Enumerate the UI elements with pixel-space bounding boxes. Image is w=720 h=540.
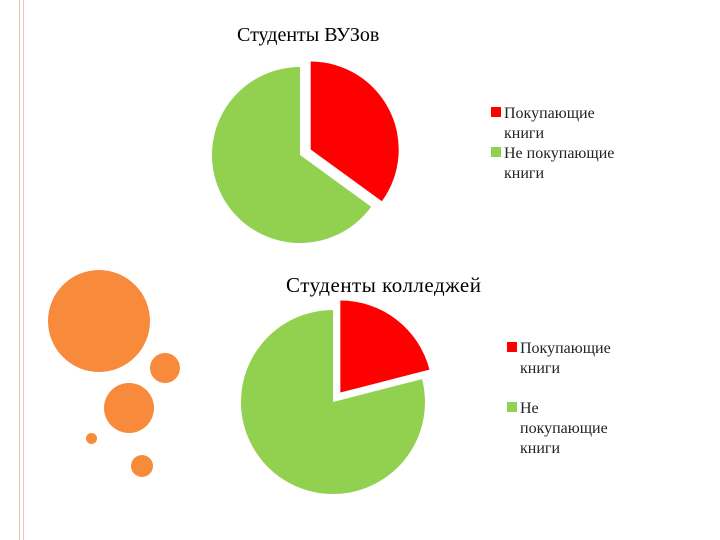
legend-text-line: Не покупающие [504,145,615,162]
legend-swatch-buying [491,107,501,117]
legend-text-line: книги [520,360,561,377]
chart-title-university: Студенты ВУЗов [237,24,380,46]
decorative-circle-large [48,270,150,372]
decorative-circle-tiny [86,433,97,444]
legend-college: Покупающие книги Не покупающие книги [507,339,657,459]
pie-slice-buying [310,61,399,202]
legend-text-line: книги [520,440,561,457]
legend-text-line: Покупающие [504,105,595,122]
decorative-circle-small [150,353,180,383]
legend-item-buying: Покупающие книги [507,339,657,379]
slide-edge-line-right [23,0,24,540]
pie-slice-not-buying [212,67,372,244]
pie-chart-university [212,61,399,244]
slide-edge-line-left [19,0,20,540]
legend-text-line: Покупающие [520,340,611,357]
decorative-circle-small-bottom [131,455,153,477]
pie-chart-college [241,300,430,494]
legend-university: Покупающие книги Не покупающие книги [491,104,671,184]
legend-text-line: книги [504,125,545,142]
legend-item-not-buying: Не покупающие книги [507,399,657,459]
legend-text-line: книги [504,165,545,182]
legend-swatch-not-buying [491,147,501,157]
pie-slice-not-buying [241,310,425,494]
decorative-circle-medium [104,383,154,433]
legend-text-line: покупающие [520,420,608,437]
legend-text-line: Не [520,400,539,417]
legend-item-not-buying: Не покупающие книги [491,144,671,184]
legend-swatch-not-buying [507,402,517,412]
legend-swatch-buying [507,342,517,352]
pie-slice-buying [340,300,430,393]
chart-title-college: Студенты колледжей [286,273,482,297]
legend-item-buying: Покупающие книги [491,104,671,144]
